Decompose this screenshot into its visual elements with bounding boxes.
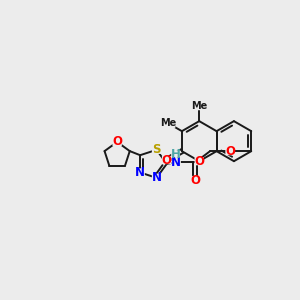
FancyBboxPatch shape	[162, 119, 175, 128]
Text: N: N	[135, 166, 145, 179]
FancyBboxPatch shape	[172, 158, 181, 166]
Text: S: S	[152, 143, 161, 156]
Text: O: O	[162, 154, 172, 166]
Text: O: O	[190, 173, 200, 187]
Text: N: N	[152, 171, 162, 184]
FancyBboxPatch shape	[112, 138, 122, 146]
Text: O: O	[194, 155, 204, 168]
Text: N: N	[171, 156, 181, 169]
FancyBboxPatch shape	[171, 150, 180, 158]
FancyBboxPatch shape	[190, 176, 200, 184]
FancyBboxPatch shape	[194, 157, 204, 165]
FancyBboxPatch shape	[193, 101, 206, 110]
Text: O: O	[225, 145, 235, 158]
Text: Me: Me	[191, 101, 207, 111]
Text: H: H	[171, 148, 181, 160]
FancyBboxPatch shape	[152, 174, 161, 182]
Text: Me: Me	[160, 118, 177, 128]
FancyBboxPatch shape	[162, 156, 171, 164]
FancyBboxPatch shape	[152, 146, 161, 154]
FancyBboxPatch shape	[225, 147, 235, 155]
FancyBboxPatch shape	[135, 168, 145, 177]
Text: O: O	[112, 135, 122, 148]
